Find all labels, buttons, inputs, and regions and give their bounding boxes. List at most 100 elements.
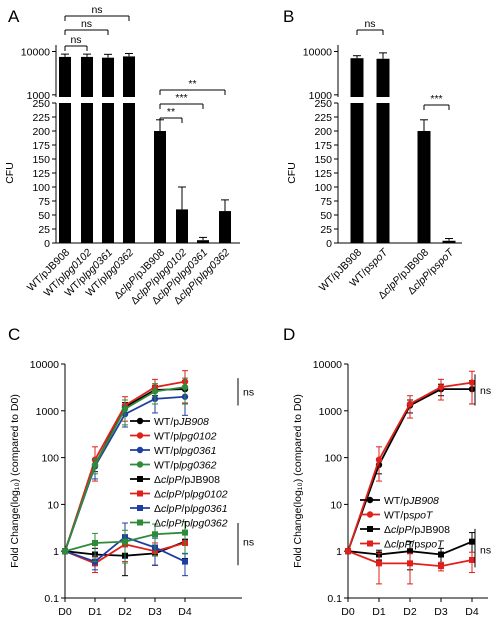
panel-c-data-point	[121, 405, 129, 413]
panel-b-y-tick-label: 150	[314, 154, 332, 166]
panel-d-data-point	[406, 400, 414, 408]
panel-b-bar	[376, 58, 390, 97]
panel-a-y-tick-label: 25	[38, 224, 50, 236]
panel-c-legend-label: ΔclpP/pJB908	[154, 474, 220, 486]
panel-d-legend-marker	[366, 496, 374, 504]
panel-c-y-tick-label: 1000	[36, 406, 60, 418]
panel-a-y-tick-label: 10000	[21, 47, 50, 59]
panel-d-data-point	[437, 383, 445, 391]
panel-d-data-point	[438, 551, 444, 558]
panel-c-y-tick-label: 1	[53, 546, 59, 558]
panel-b-y-tick-label: 125	[314, 168, 332, 180]
panel-d-y-axis-title: Fold Change(log₁₀) (compared to D0)	[292, 394, 304, 568]
panel-c-x-tick-label: D4	[178, 606, 192, 618]
panel-a-bar	[102, 57, 114, 97]
panel-d-legend-label: ΔclpP/pJB908	[384, 524, 450, 536]
panel-a-bar	[81, 56, 93, 97]
panel-d-y-tick-label: 1	[336, 546, 342, 558]
panel-b-y-tick-label: 25	[320, 224, 332, 236]
panel-c-data-point	[91, 461, 99, 469]
panel-c-y-axis-title: Fold Change(log₁₀) (compared to D0)	[9, 394, 21, 568]
panel-b-sig-2-label: ***	[430, 93, 442, 105]
panel-d-legend-label: ΔclpP/pspoT	[384, 539, 445, 551]
panel-d-ns-label-1: ns	[480, 385, 491, 397]
panel-c-legend-label: WT/plpg0362	[154, 460, 217, 472]
panel-a-sig-5-label: ***	[175, 92, 187, 104]
panel-c-data-point	[151, 388, 159, 395]
panel-c-y-tick-label: 10	[47, 499, 59, 511]
panel-a-sig-2-label: ns	[70, 34, 81, 46]
panel-a-y-tick-label: 50	[38, 210, 50, 222]
panel-a-sig-6-label: **	[167, 106, 175, 118]
panel-d-ns-label-2: ns	[480, 544, 491, 556]
panel-letter-d: D	[283, 325, 295, 344]
panel-a-y-tick-label: 100	[32, 182, 50, 194]
panel-c-data-point	[182, 529, 188, 536]
panel-d-x-tick-label: D0	[341, 606, 355, 618]
panel-b-y-tick-label: 100	[314, 182, 332, 194]
panel-b-bar	[350, 103, 364, 243]
chart-layer: 0255075100125150175200225250100010000CFU…	[4, 4, 491, 618]
panel-b-y-tick-label: 1000	[309, 90, 333, 102]
panel-d-data-point	[375, 456, 383, 463]
panel-d-x-tick-label: D1	[372, 606, 386, 618]
panel-d-legend-marker	[366, 511, 374, 518]
panel-c-legend-label: WT/plpg0361	[154, 445, 216, 457]
panel-c-x-tick-label: D2	[118, 606, 132, 618]
panel-d-x-tick-label: D2	[403, 606, 417, 618]
panel-c-y-tick-label: 10000	[30, 359, 59, 371]
panel-c-x-tick-label: D0	[58, 606, 72, 618]
panel-d-data-point	[376, 560, 382, 567]
panel-d-data-point	[407, 560, 413, 567]
panel-b-y-axis-title: CFU	[286, 162, 298, 184]
panel-d-x-tick-label: D3	[434, 606, 448, 618]
panel-a-bar	[154, 131, 166, 243]
panel-c-legend-label: WT/pJB908	[154, 416, 209, 428]
panel-c-data-point	[182, 558, 188, 565]
panel-a-y-tick-label: 225	[32, 112, 50, 124]
panel-c-legend-label: ΔclpP/plpg0361	[154, 503, 228, 515]
panel-a-y-tick-label: 0	[44, 238, 50, 250]
panel-c-legend-marker	[136, 461, 144, 468]
panel-b-y-tick-label: 200	[314, 126, 332, 138]
panel-d-data-point	[345, 548, 351, 555]
panel-c-data-point	[122, 538, 128, 545]
panel-d-legend-label: WT/pJB908	[384, 495, 439, 507]
panel-b-y-tick-label: 75	[320, 196, 332, 208]
panel-d-y-tick-label: 1000	[319, 406, 343, 418]
panel-d-data-point	[438, 563, 444, 570]
panel-a-bar	[81, 103, 93, 243]
panel-a-y-tick-label: 75	[38, 196, 50, 208]
panel-c-legend-marker	[137, 476, 143, 482]
panel-c-legend-marker	[137, 505, 143, 511]
panel-c-data-point	[152, 531, 158, 538]
panel-c-legend-marker	[137, 490, 143, 497]
panel-c-legend-marker	[136, 432, 144, 439]
panel-a-y-axis-title: CFU	[4, 162, 16, 184]
panel-d-y-tick-label: 10	[330, 499, 342, 511]
panel-c-data-point	[181, 383, 189, 391]
panel-c-data-point	[62, 548, 68, 555]
panel-a-bar	[59, 56, 71, 97]
panel-b-y-tick-label: 0	[326, 238, 332, 250]
panel-c-legend-marker	[137, 519, 143, 526]
panel-b-y-tick-label: 50	[320, 210, 332, 222]
panel-d-legend-marker	[367, 526, 373, 532]
panel-a-y-tick-label: 125	[32, 168, 50, 180]
panel-a-bar	[197, 240, 209, 243]
panel-c-legend-label: ΔclpP/plpg0362	[154, 518, 228, 530]
panel-letter-c: C	[8, 325, 20, 344]
panel-c-x-tick-label: D3	[148, 606, 162, 618]
panel-c-ns-label-2: ns	[243, 537, 254, 549]
panel-d-data-point	[469, 556, 475, 563]
panel-a-bar	[102, 103, 114, 243]
panel-a-bar	[219, 211, 231, 243]
panel-a-sig-3-label: ns	[91, 4, 102, 16]
panel-a-y-tick-label: 150	[32, 154, 50, 166]
panel-a-y-tick-label: 200	[32, 126, 50, 138]
panel-b-y-tick-label: 250	[314, 98, 332, 110]
panel-d-data-point	[407, 548, 413, 555]
panel-a-bar	[59, 103, 71, 243]
panel-d-data-point	[468, 379, 476, 386]
